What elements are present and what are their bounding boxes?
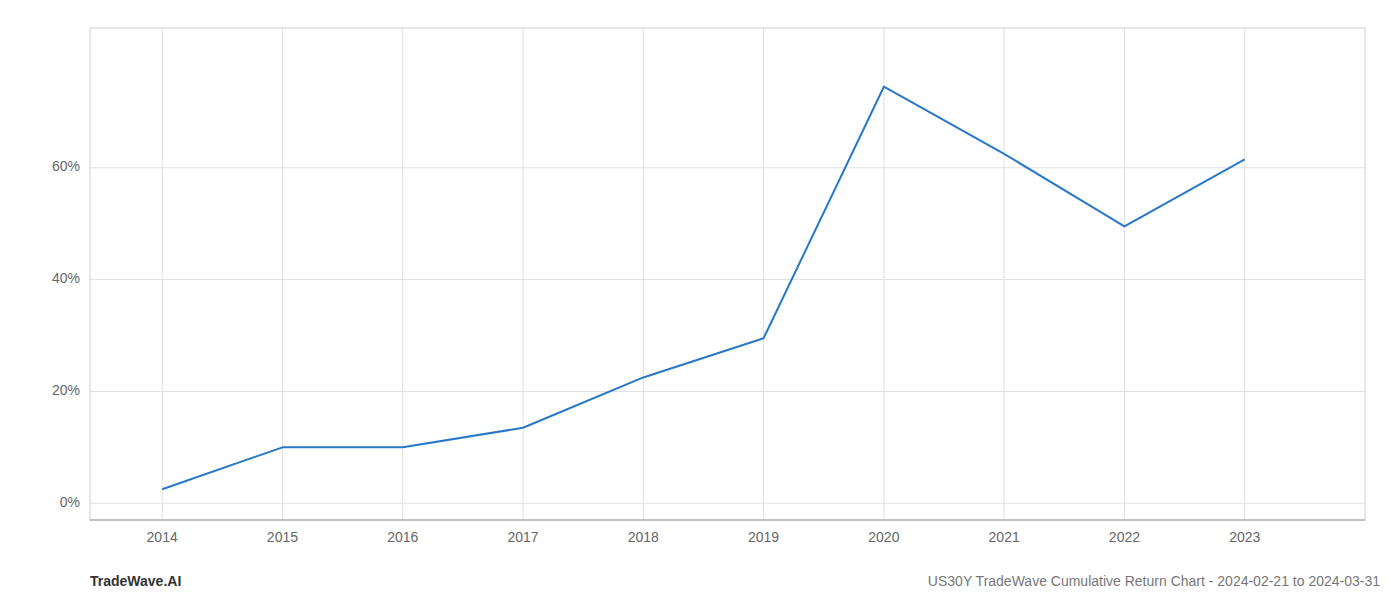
y-tick-label: 60%: [52, 158, 80, 174]
x-tick-label: 2019: [748, 529, 779, 545]
data-line: [162, 87, 1245, 490]
x-grid-line: [1124, 28, 1125, 520]
x-tick-label: 2021: [989, 529, 1020, 545]
x-grid-line: [402, 28, 403, 520]
footer-right: US30Y TradeWave Cumulative Return Chart …: [928, 573, 1380, 589]
x-tick-label: 2015: [267, 529, 298, 545]
grid: [90, 28, 1365, 520]
y-grid-line: [90, 167, 1365, 168]
y-grid-line: [90, 503, 1365, 504]
x-tick-label: 2014: [147, 529, 178, 545]
x-grid-line: [1244, 28, 1245, 520]
x-grid-line: [883, 28, 884, 520]
data-layer: [162, 87, 1245, 490]
y-tick-label: 20%: [52, 382, 80, 398]
x-tick-label: 2023: [1229, 529, 1260, 545]
y-grid-line: [90, 391, 1365, 392]
x-tick-label: 2022: [1109, 529, 1140, 545]
chart-container: 0% 20% 40% 60% 2014 2015 2016 2017 2018 2019 2020 2…: [0, 0, 1400, 600]
chart-svg: 0% 20% 40% 60% 2014 2015 2016 2017 2018 2019 2020 2…: [0, 0, 1400, 600]
x-grid-line: [1004, 28, 1005, 520]
y-tick-label: 0%: [60, 494, 80, 510]
x-grid-line: [162, 28, 163, 520]
x-grid-line: [523, 28, 524, 520]
plot-frame: [90, 28, 1365, 520]
axes: 0% 20% 40% 60% 2014 2015 2016 2017 2018 2019 2020 2…: [52, 28, 1365, 545]
x-tick-label: 2017: [507, 529, 538, 545]
x-grid-line: [643, 28, 644, 520]
x-grid-line: [282, 28, 283, 520]
x-axis-line: [90, 520, 1365, 521]
y-grid-line: [90, 279, 1365, 280]
x-tick-label: 2018: [628, 529, 659, 545]
footer-left: TradeWave.AI: [90, 573, 181, 589]
y-tick-label: 40%: [52, 270, 80, 286]
x-tick-label: 2020: [868, 529, 899, 545]
x-tick-label: 2016: [387, 529, 418, 545]
x-grid-line: [763, 28, 764, 520]
